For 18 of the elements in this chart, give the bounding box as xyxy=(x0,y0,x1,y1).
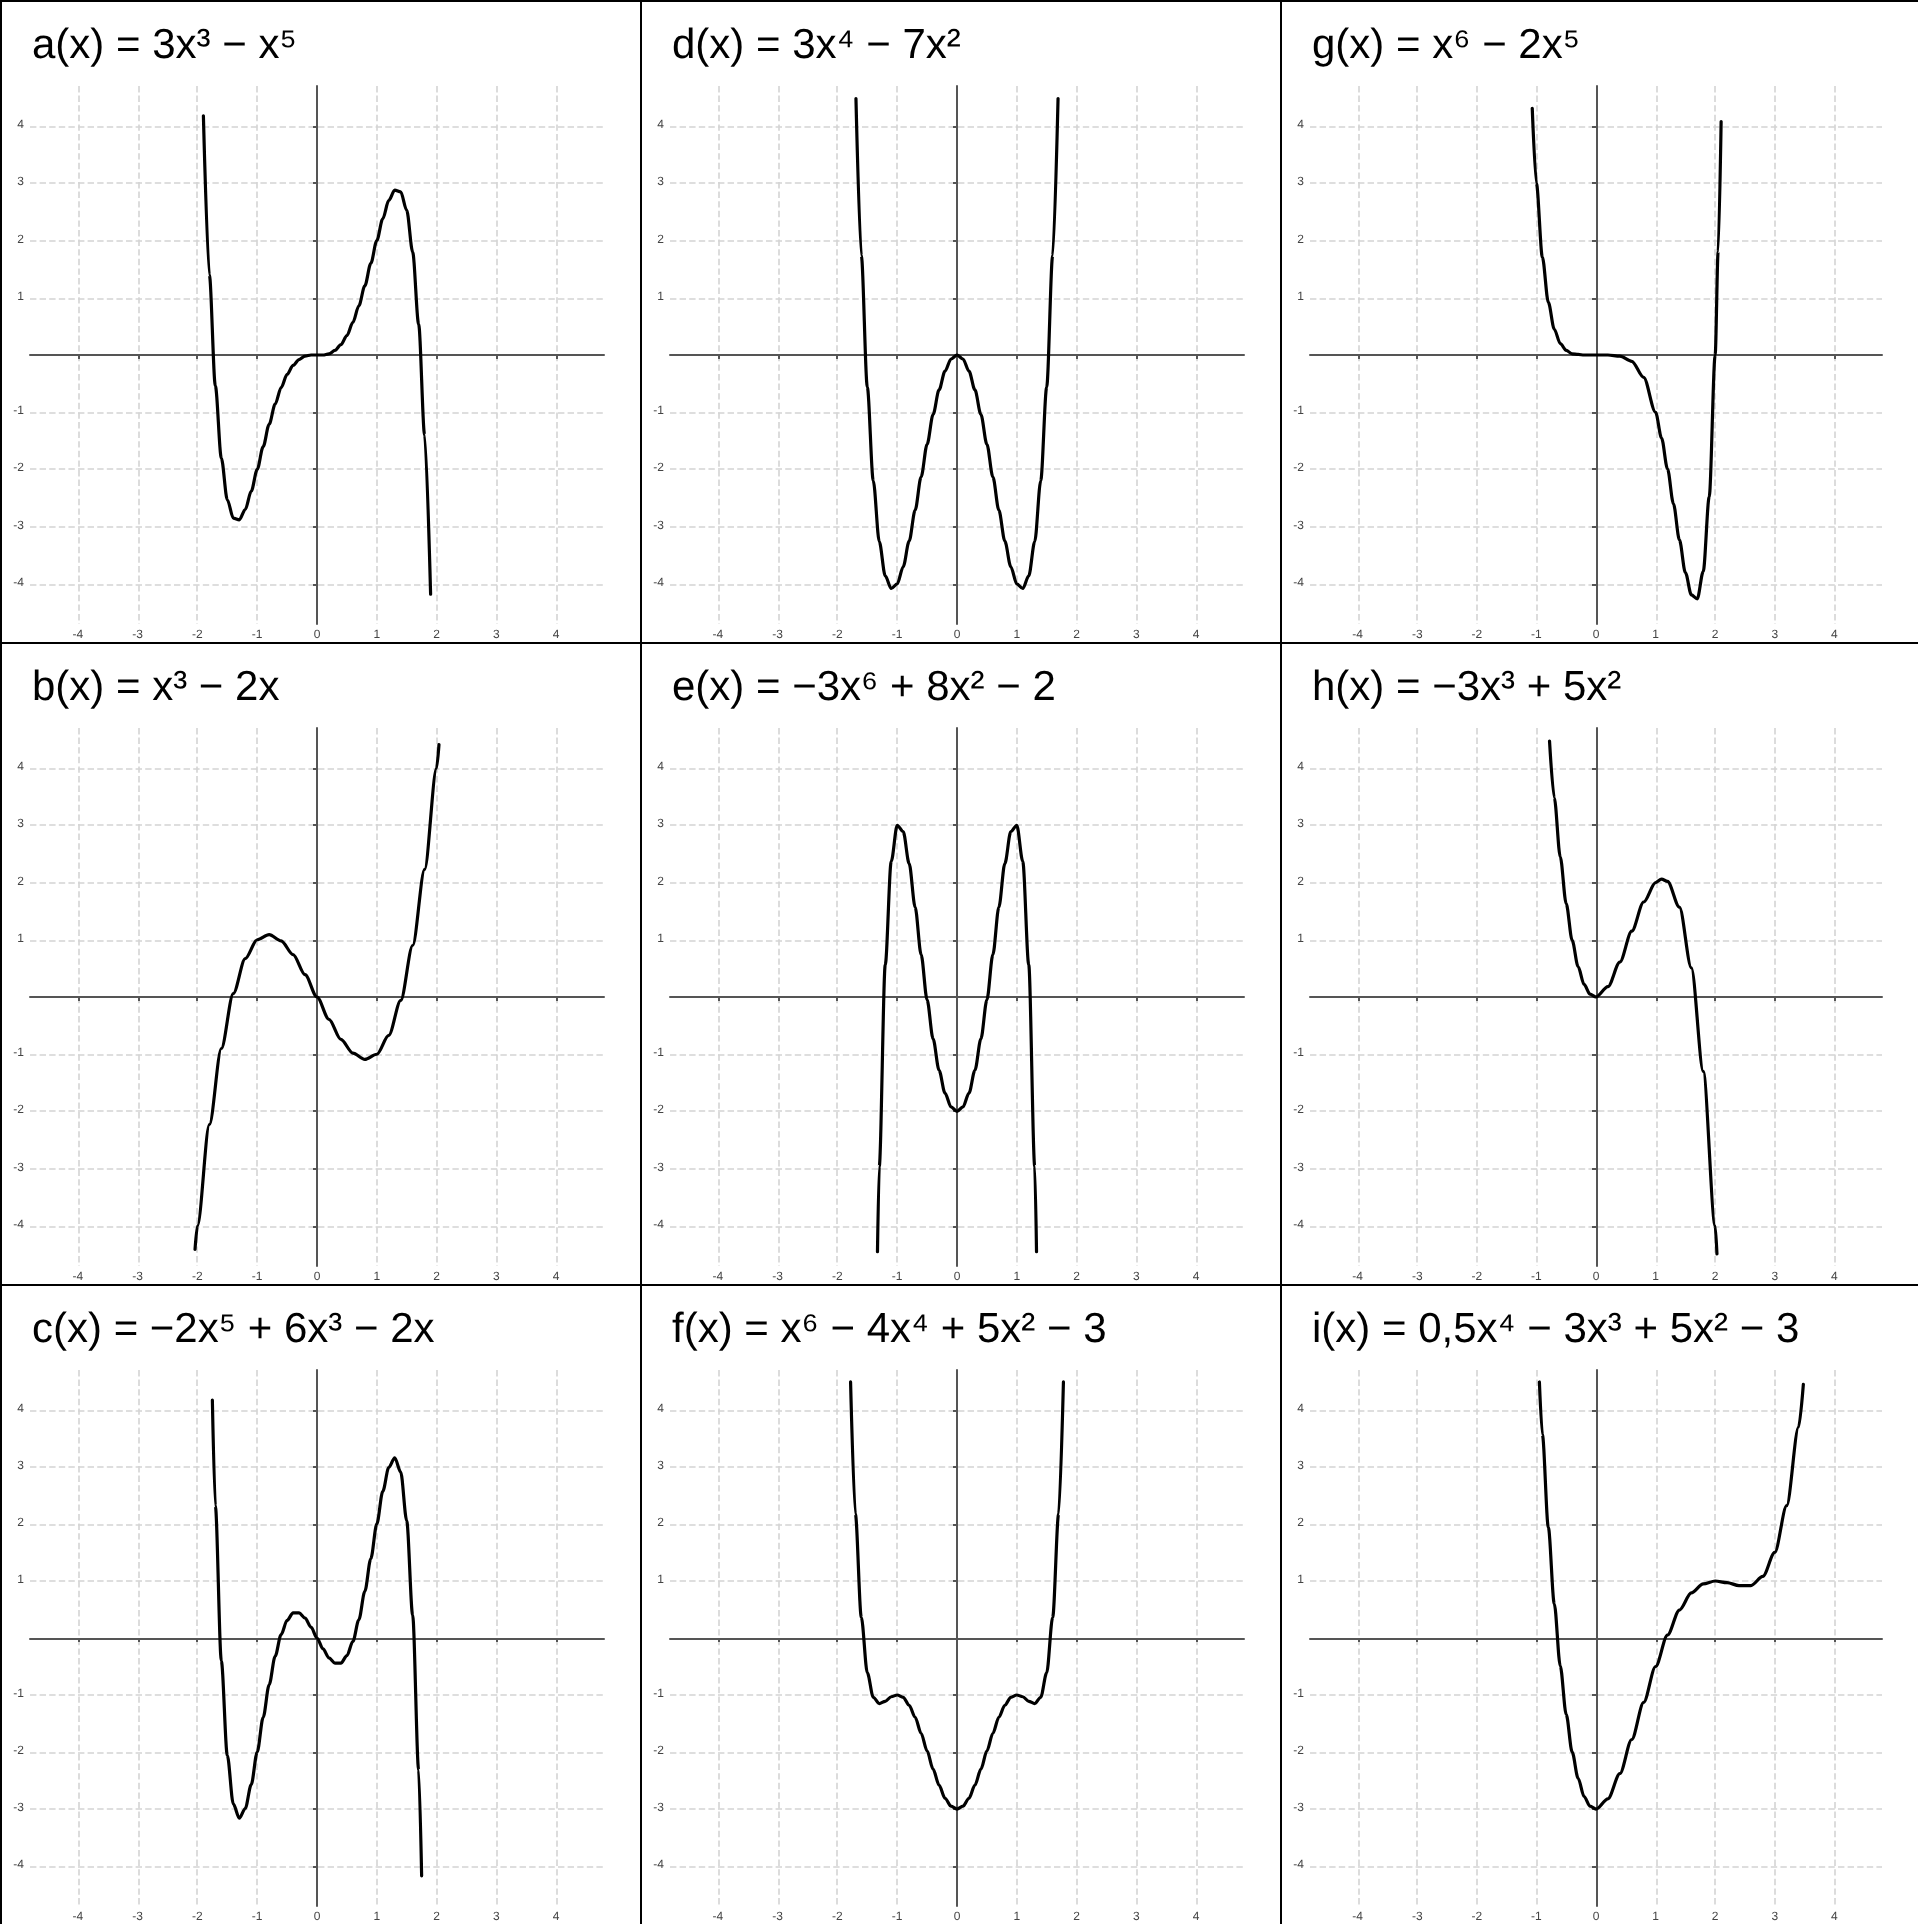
chart-title: d(x) = 3x⁴ − 7x² xyxy=(672,22,961,68)
line-series xyxy=(201,114,433,596)
chart-title: g(x) = x⁶ − 2x⁵ xyxy=(1312,22,1581,68)
line-series xyxy=(854,96,1060,591)
chart-title: i(x) = 0,5x⁴ − 3x³ + 5x² − 3 xyxy=(1312,1306,1800,1352)
chart-title: h(x) = −3x³ + 5x² xyxy=(1312,664,1622,710)
line-series xyxy=(210,1398,424,1878)
chart-title: e(x) = −3x⁶ + 8x² − 2 xyxy=(672,664,1056,710)
line-series xyxy=(875,823,1039,1254)
line-series xyxy=(848,1380,1066,1811)
chart-title: b(x) = x³ − 2x xyxy=(32,664,281,710)
line-series xyxy=(1547,739,1719,1256)
line-series xyxy=(1530,106,1723,601)
line-series xyxy=(193,743,441,1251)
chart-title: f(x) = x⁶ − 4x⁴ + 5x² − 3 xyxy=(672,1306,1107,1352)
chart-title: c(x) = −2x⁵ + 6x³ − 2x xyxy=(32,1306,436,1352)
line-series xyxy=(1537,1380,1805,1811)
chart-title: a(x) = 3x³ − x⁵ xyxy=(32,22,297,68)
